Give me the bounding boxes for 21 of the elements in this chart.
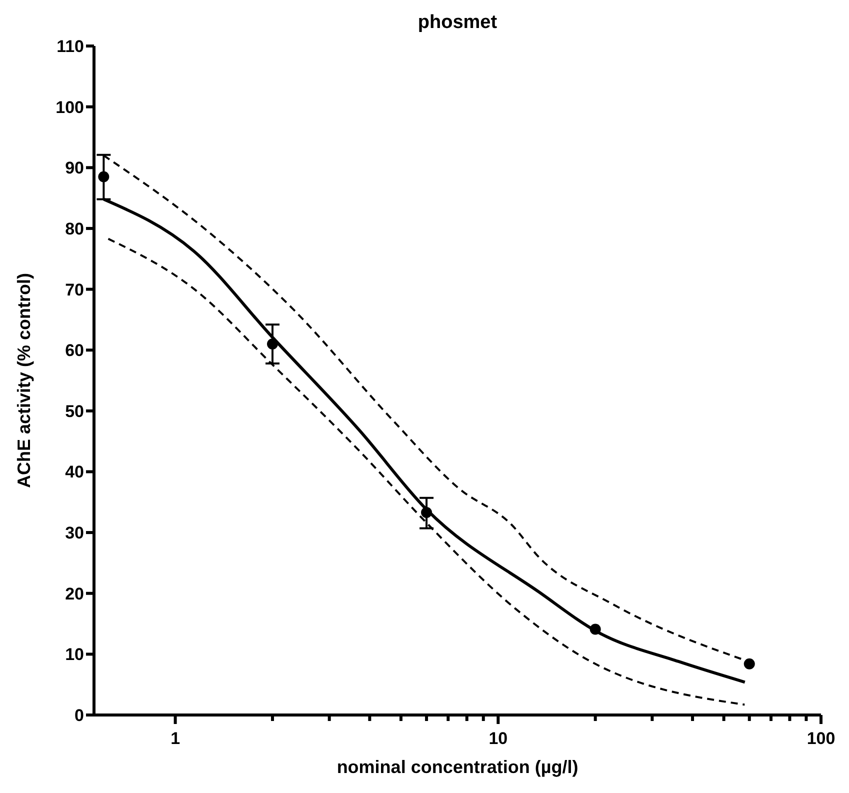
y-tick-label: 50: [65, 402, 84, 421]
y-tick-label: 60: [65, 341, 84, 360]
x-axis-title: nominal concentration (µg/l): [336, 757, 578, 777]
point: [421, 506, 432, 518]
y-tick-label: 70: [65, 280, 84, 300]
chart-title: phosmet: [418, 12, 498, 33]
y-tick-label: 40: [65, 462, 84, 482]
x-tick-label: 1: [170, 729, 180, 748]
y-tick-label: 80: [65, 219, 84, 238]
y-tick-label: 100: [56, 98, 84, 117]
y-tick-label: 0: [74, 706, 84, 725]
y-axis-title: AChE activity (% control): [14, 272, 34, 488]
y-tick-label: 30: [65, 524, 84, 543]
y-tick-label: 110: [56, 37, 84, 56]
y-tick-label: 90: [65, 158, 84, 178]
x-tick-label: 10: [488, 729, 508, 748]
point: [98, 171, 110, 182]
y-tick-label: 20: [65, 584, 84, 604]
point: [744, 658, 755, 670]
x-tick-label: 100: [806, 729, 836, 748]
y-tick-label: 10: [65, 645, 84, 664]
